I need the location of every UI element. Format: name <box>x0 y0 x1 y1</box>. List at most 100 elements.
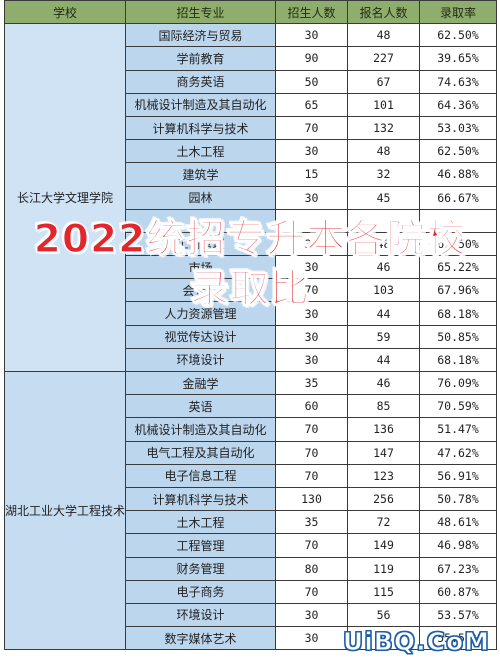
enroll-cell: 30 <box>275 139 348 164</box>
major-cell <box>125 208 276 233</box>
major-cell: 园林 <box>125 185 276 210</box>
header-major: 招生专业 <box>125 0 276 25</box>
rate-cell: 67.23% <box>419 556 497 581</box>
table-row: 计算机科学与技术 70 132 53.03% <box>5 115 497 141</box>
enroll-cell: 70 <box>275 463 348 488</box>
enroll-cell: 70 <box>275 533 348 558</box>
table-row: 电子商务 70 115 60.87% <box>5 579 497 604</box>
major-cell: 英语 <box>125 394 276 419</box>
rate-cell: 46.88% <box>419 162 497 187</box>
rate-cell: 48.61% <box>419 510 497 535</box>
apply-cell: 48 <box>347 139 420 164</box>
table-row: 环境设计 30 56 53.57% <box>5 602 497 628</box>
table-row: 人力资源管理 30 44 68.18% <box>5 301 497 326</box>
apply-cell: 149 <box>347 533 420 558</box>
table-header-row: 学校 招生专业 招生人数 报名人数 录取率 <box>4 0 497 25</box>
enroll-cell: 60 <box>275 394 348 419</box>
apply-cell <box>347 208 420 233</box>
major-cell: 土木工程 <box>125 139 276 164</box>
major-cell: 机械设计制造及其自动化 <box>125 417 276 442</box>
rate-cell: 50.78% <box>419 486 497 512</box>
apply-cell: 132 <box>347 115 420 141</box>
rate-cell: 53.03% <box>419 115 497 141</box>
table-row: 机械设计制造及其自动化 65 101 64.36% <box>5 92 497 117</box>
major-cell: 会计学 <box>125 278 276 303</box>
rate-cell: 39.65% <box>419 46 497 71</box>
apply-cell: 119 <box>347 556 420 581</box>
enroll-cell: 70 <box>275 417 348 442</box>
table-row <box>5 208 497 233</box>
apply-cell: 45 <box>347 185 420 210</box>
rate-cell: 55.56% <box>419 626 497 651</box>
enroll-cell: 70 <box>275 579 348 604</box>
table-row: 电子信息工程 70 123 56.91% <box>5 463 497 488</box>
table-row: 湖北工业大学工程技术学院金融学354676.09% <box>4 370 497 651</box>
enroll-cell: 30 <box>275 602 348 628</box>
rate-cell: 62.50% <box>419 231 497 257</box>
rate-cell: 50.85% <box>419 324 497 349</box>
rate-cell: 51.47% <box>419 417 497 442</box>
table-row: 机械设计制造及其自动化 70 136 51.47% <box>5 417 497 442</box>
major-cell: 市场 <box>125 255 276 280</box>
table-row: 会计学 70 103 67.96% <box>5 278 497 303</box>
apply-cell: 67 <box>347 69 420 94</box>
school-cell: 湖北工业大学工程技术学院 <box>4 370 126 651</box>
rate-cell: 70.59% <box>419 394 497 419</box>
apply-cell: 59 <box>347 324 420 349</box>
major-cell: 商务英语 <box>125 69 276 94</box>
table-row: 计算机科学与技术 130 256 50.78% <box>5 486 497 512</box>
rate-cell: 64.36% <box>419 92 497 117</box>
enroll-cell: 30 <box>275 255 348 280</box>
apply-cell: 115 <box>347 579 420 604</box>
apply-cell: 44 <box>347 301 420 326</box>
major-cell: 学前教育 <box>125 46 276 71</box>
enroll-cell: 70 <box>275 115 348 141</box>
rate-cell: 62.50% <box>419 23 497 48</box>
rate-cell: 53.57% <box>419 602 497 628</box>
enroll-cell: 90 <box>275 46 348 71</box>
rate-cell: 74.63% <box>419 69 497 94</box>
overlay-title-line1: 2022统招专升本各院校 <box>33 216 467 262</box>
header-enroll: 招生人数 <box>275 0 348 25</box>
table-row: 工商管理 30 48 62.50% <box>5 231 497 257</box>
table-row: 建筑学 15 32 46.88% <box>5 162 497 187</box>
rate-cell: 56.91% <box>419 463 497 488</box>
major-cell: 电气工程及其自动化 <box>125 440 276 465</box>
enroll-cell: 15 <box>275 162 348 187</box>
enroll-cell: 30 <box>275 301 348 326</box>
apply-cell: 85 <box>347 394 420 419</box>
enroll-cell: 70 <box>275 278 348 303</box>
apply-cell: 101 <box>347 92 420 117</box>
major-cell: 金融学 <box>125 370 276 396</box>
major-cell: 计算机科学与技术 <box>125 115 276 141</box>
apply-cell: 103 <box>347 278 420 303</box>
major-cell: 环境设计 <box>125 347 276 373</box>
watermark-logo: UiBQ.CoM <box>342 627 490 657</box>
major-cell: 数字媒体艺术 <box>125 626 276 651</box>
major-cell: 电子商务 <box>125 579 276 604</box>
table-row: 数字媒体艺术 30 54 55.56% <box>5 626 497 651</box>
apply-cell: 72 <box>347 510 420 535</box>
header-apply: 报名人数 <box>347 0 420 25</box>
apply-cell: 46 <box>347 255 420 280</box>
table-row: 环境设计 30 44 68.18% <box>5 347 497 373</box>
enroll-cell: 30 <box>275 347 348 373</box>
enroll-cell: 35 <box>275 370 348 396</box>
rate-cell: 65.22% <box>419 255 497 280</box>
major-cell: 人力资源管理 <box>125 301 276 326</box>
enroll-cell: 70 <box>275 440 348 465</box>
major-cell: 建筑学 <box>125 162 276 187</box>
apply-cell: 32 <box>347 162 420 187</box>
rate-cell <box>419 208 497 233</box>
apply-cell: 56 <box>347 602 420 628</box>
table-row: 学前教育 90 227 39.65% <box>5 46 497 71</box>
enroll-cell: 30 <box>275 626 348 651</box>
table-row: 土木工程 30 48 62.50% <box>5 139 497 164</box>
major-cell: 土木工程 <box>125 510 276 535</box>
rate-cell: 47.62% <box>419 440 497 465</box>
overlay-title-line2: 录取比 <box>189 266 310 312</box>
rate-cell: 66.67% <box>419 185 497 210</box>
rate-cell: 60.87% <box>419 579 497 604</box>
table-row: 工程管理 70 149 46.98% <box>5 533 497 558</box>
major-cell: 工程管理 <box>125 533 276 558</box>
